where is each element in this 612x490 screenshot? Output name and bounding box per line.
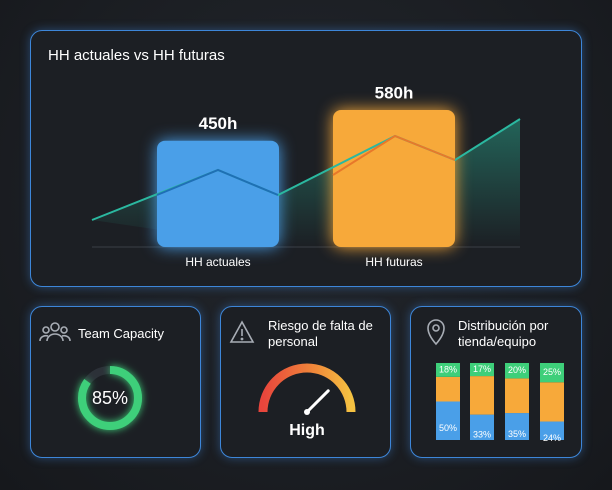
chart-title: Team Capacity xyxy=(78,326,164,341)
value-label: 24% xyxy=(543,433,561,443)
trend-line xyxy=(332,134,456,176)
value-label: 17% xyxy=(473,364,491,374)
people-icon xyxy=(39,322,71,342)
value-label: 20% xyxy=(508,365,526,375)
trend-area xyxy=(92,119,520,247)
value-label: 35% xyxy=(508,429,526,439)
bar-segment xyxy=(436,376,460,402)
value-label: 18% xyxy=(439,364,457,374)
bar xyxy=(333,110,455,247)
pin-icon xyxy=(427,319,445,346)
value-label: 450h xyxy=(199,114,238,133)
gauge-arc xyxy=(258,363,356,413)
x-tick-label: HH futuras xyxy=(365,255,422,269)
gauge-needle xyxy=(305,389,330,414)
bar-segment xyxy=(540,421,564,440)
bar-segment xyxy=(505,413,529,440)
gauge-hub xyxy=(304,409,310,415)
bar-segment xyxy=(540,363,564,383)
value-label: 25% xyxy=(543,367,561,377)
value-label: High xyxy=(289,422,325,439)
value-label: 33% xyxy=(473,430,491,440)
bar-segment xyxy=(470,363,494,377)
chart-title: Riesgo de falta de personal xyxy=(268,318,373,349)
bar-segment xyxy=(540,382,564,422)
chart-title: Distribución por tienda/equipo xyxy=(458,318,549,349)
value-label: 580h xyxy=(375,83,414,102)
value-label: 50% xyxy=(439,423,457,433)
bar-segment xyxy=(436,401,460,440)
warning-icon xyxy=(229,320,255,343)
bar-segment xyxy=(505,378,529,414)
x-tick-label: HH actuales xyxy=(185,255,250,269)
trend-line xyxy=(156,168,279,196)
bar-segment xyxy=(470,376,494,415)
risk-panel xyxy=(220,306,391,458)
donut-arc xyxy=(78,366,142,430)
bar-segment xyxy=(470,414,494,440)
value-label: 85% xyxy=(92,388,128,408)
bar-segment xyxy=(505,363,529,379)
bar-segment xyxy=(436,363,460,377)
chart-title: HH actuales vs HH futuras xyxy=(48,47,225,64)
bar xyxy=(157,140,279,247)
capacity-panel xyxy=(30,306,201,458)
